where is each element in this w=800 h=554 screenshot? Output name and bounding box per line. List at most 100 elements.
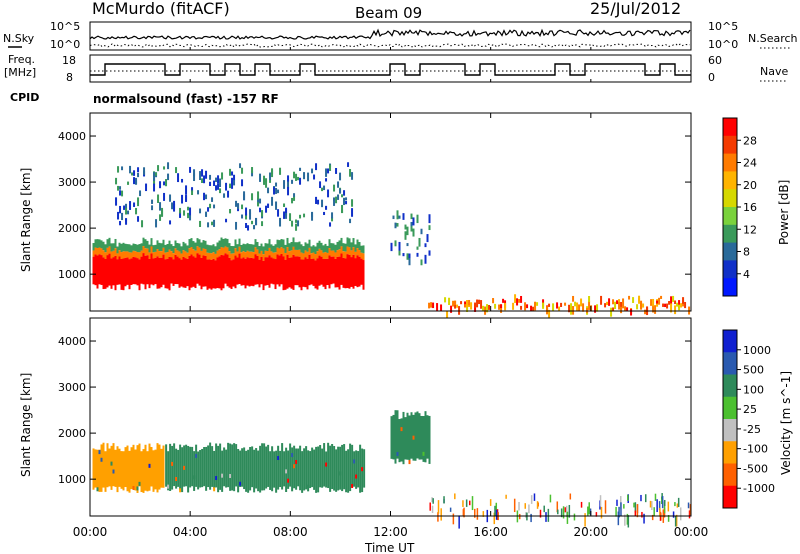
velocity-cell [100, 457, 103, 462]
power-cell [420, 259, 423, 266]
power-cell [404, 231, 407, 240]
power-cell [283, 203, 286, 207]
frequency-line [90, 63, 691, 76]
velocity-cell [465, 499, 468, 507]
power-cell [190, 247, 193, 255]
power-cell [287, 180, 290, 189]
power-cell [253, 225, 256, 230]
power-cell [350, 257, 353, 287]
power-cell [452, 300, 455, 307]
power-cell [248, 258, 251, 287]
velocity-cell [301, 451, 304, 493]
velocity-cell [676, 503, 679, 508]
power-cell [232, 259, 235, 287]
velocity-cell [205, 446, 208, 491]
velocity-cell [429, 502, 431, 511]
power-cell [199, 208, 202, 214]
power-cell [474, 304, 477, 312]
power-cell [420, 228, 423, 235]
power-cell [306, 258, 309, 290]
range-tick-label: 3000 [58, 381, 86, 394]
power-cell [197, 190, 200, 195]
power-cell [306, 251, 309, 259]
velocity-cell [620, 502, 622, 517]
velocity-cell [663, 499, 666, 507]
power-cell [116, 253, 119, 260]
power-cell [251, 170, 254, 177]
power-cell [303, 213, 306, 218]
power-cell [396, 223, 399, 227]
velocity-cell [134, 449, 137, 491]
power-cell [92, 243, 95, 251]
velocity-cell [424, 411, 427, 463]
power-cell [104, 252, 107, 259]
power-cell [354, 244, 357, 252]
power-cell [546, 306, 549, 315]
power-cell [235, 200, 238, 207]
power-cell [203, 175, 206, 184]
power-cell [292, 254, 295, 290]
power-cell [229, 183, 232, 189]
power-cell [246, 250, 249, 258]
colorbar-swatch [723, 441, 737, 464]
power-cell [259, 207, 262, 213]
power-cell [194, 250, 197, 258]
power-cell [261, 221, 264, 227]
power-cell [341, 194, 344, 198]
power-cell [564, 302, 567, 306]
velocity-cell [361, 467, 364, 472]
power-cell [114, 255, 117, 291]
power-cell [346, 246, 349, 255]
power-cell [304, 250, 307, 258]
power-cell [268, 247, 271, 256]
power-cell [628, 295, 631, 300]
power-cell [216, 250, 219, 258]
power-cell [552, 303, 555, 312]
power-cell [240, 258, 243, 286]
velocity-cell [108, 448, 111, 487]
power-cell [258, 246, 261, 254]
power-cell [268, 255, 271, 288]
velocity-cell [634, 502, 637, 513]
power-cell [112, 250, 115, 258]
power-cell [608, 298, 611, 306]
power-cell [188, 248, 191, 256]
power-cell [234, 239, 237, 249]
power-cell [410, 213, 413, 220]
power-cell [654, 305, 657, 314]
velocity-cell [416, 411, 419, 459]
power-cell [448, 297, 451, 306]
velocity-cell [217, 445, 220, 493]
velocity-cell [454, 493, 456, 500]
power-cell [436, 303, 439, 312]
power-cell [526, 304, 529, 309]
range-tick-label: 4000 [58, 130, 86, 143]
power-cell [168, 257, 171, 291]
power-cell [328, 255, 331, 289]
power-cell [292, 246, 295, 255]
velocity-cell [158, 444, 161, 490]
velocity-cell [187, 445, 190, 493]
velocity-cell [530, 495, 533, 504]
power-cell [279, 167, 282, 175]
power-cell [321, 187, 324, 192]
power-cell [168, 249, 171, 258]
power-cell [660, 295, 663, 299]
power-cell [144, 239, 147, 249]
power-cell [169, 220, 172, 225]
power-cell [276, 254, 279, 285]
nave-label: Nave [760, 65, 788, 78]
power-cell [120, 258, 123, 290]
velocity-cell [560, 508, 563, 518]
power-cell [622, 298, 625, 306]
power-cell [160, 251, 163, 258]
power-cell [170, 244, 173, 252]
velocity-cell [291, 447, 294, 492]
velocity-cell [400, 427, 403, 432]
power-cell [201, 178, 204, 183]
power-cell [236, 257, 239, 285]
power-cell [308, 247, 311, 255]
power-cell [193, 173, 196, 182]
power-cell [464, 304, 467, 308]
power-cell [664, 303, 667, 308]
